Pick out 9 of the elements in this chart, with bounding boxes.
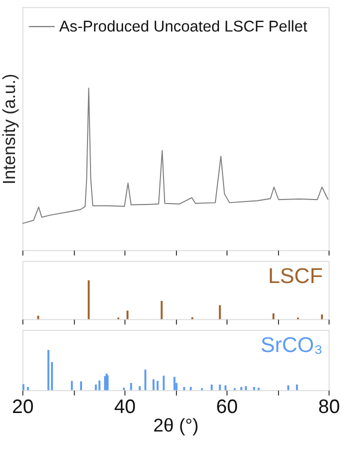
x-tick-label: 60 <box>216 396 238 418</box>
y-axis-title: Intensity (a.u.) <box>0 74 20 185</box>
series-label: LSCF <box>268 264 323 288</box>
x-tick-label: 40 <box>114 396 136 418</box>
series-label: SrCO₃ <box>260 333 323 358</box>
legend-label: As-Produced Uncoated LSCF Pellet <box>59 18 308 36</box>
x-axis-title: 2θ (°) <box>153 414 199 436</box>
x-tick-label: 20 <box>12 396 34 418</box>
x-tick-label: 80 <box>318 396 340 418</box>
